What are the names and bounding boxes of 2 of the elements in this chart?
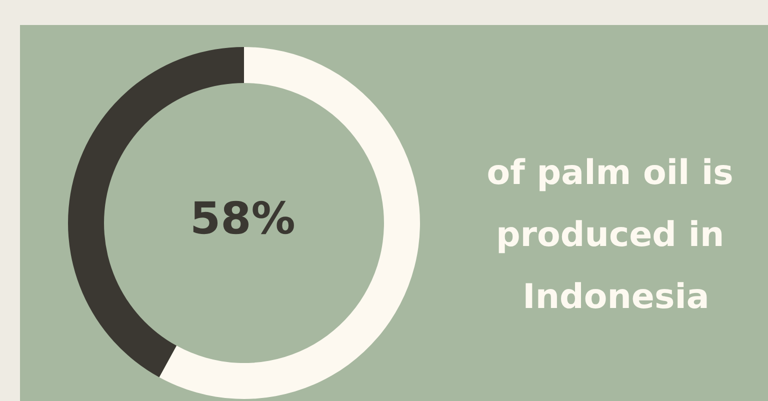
text: of palm oil is produced in Indonesia [486, 153, 746, 317]
text: 58% [190, 194, 296, 244]
